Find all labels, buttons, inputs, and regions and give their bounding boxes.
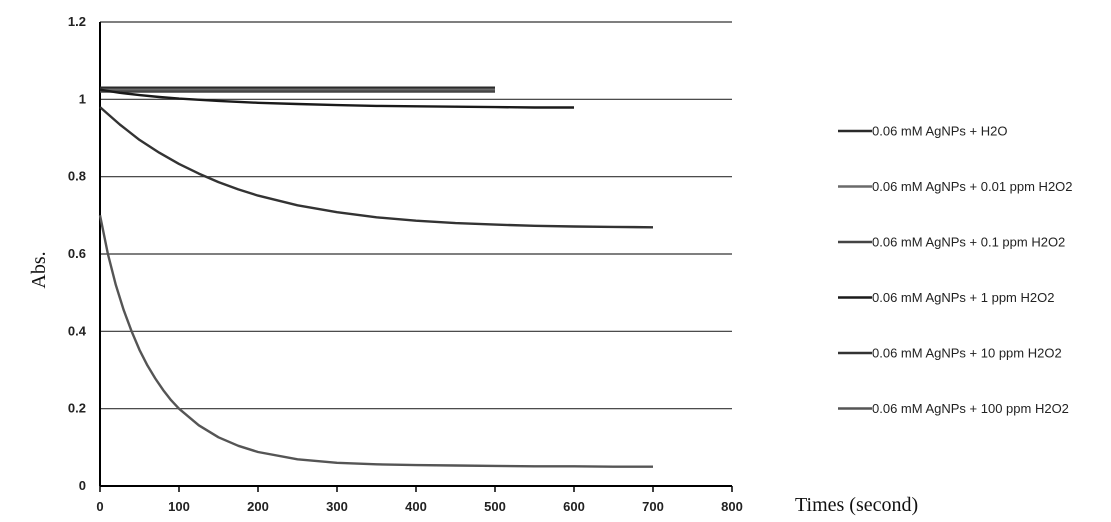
legend-label: 0.06 mM AgNPs + 10 ppm H2O2: [872, 346, 1062, 361]
y-tick-label: 0.6: [68, 246, 86, 261]
series-line-4: [99, 88, 574, 109]
x-tick-label: 100: [168, 499, 190, 514]
y-axis-title: Abs.: [28, 251, 50, 288]
x-tick-label: 300: [326, 499, 348, 514]
gridlines: [100, 21, 732, 410]
x-tick-label: 400: [405, 499, 427, 514]
y-tick-label: 0.4: [68, 323, 87, 338]
legend-label: 0.06 mM AgNPs + H2O: [872, 124, 1007, 139]
x-tick-label: 200: [247, 499, 269, 514]
x-tick-label: 0: [96, 499, 103, 514]
legend-label: 0.06 mM AgNPs + 1 ppm H2O2: [872, 290, 1054, 305]
legend-label: 0.06 mM AgNPs + 0.1 ppm H2O2: [872, 235, 1065, 250]
series-line-6: [98, 215, 653, 468]
legend: 0.06 mM AgNPs + H2O 0.06 mM AgNPs + 0.01 …: [838, 124, 1073, 416]
x-axis-title: Times (second): [795, 494, 918, 516]
x-tick-labels: 0 100 200 300 400 500 600 700 800: [96, 486, 743, 514]
y-tick-label: 0: [79, 478, 86, 493]
y-tick-label: 1.2: [68, 14, 86, 29]
y-tick-label: 1: [79, 91, 86, 106]
x-tick-label: 600: [563, 499, 585, 514]
x-tick-label: 800: [721, 499, 743, 514]
legend-label: 0.06 mM AgNPs + 0.01 ppm H2O2: [872, 179, 1073, 194]
series-lines: [98, 86, 654, 468]
y-tick-labels: 0 0.2 0.4 0.6 0.8 1 1.2: [68, 14, 87, 493]
y-tick-label: 0.8: [68, 169, 86, 184]
x-tick-label: 700: [642, 499, 664, 514]
x-tick-label: 500: [484, 499, 506, 514]
series-line-5: [99, 106, 654, 229]
legend-label: 0.06 mM AgNPs + 100 ppm H2O2: [872, 401, 1069, 416]
y-tick-label: 0.2: [68, 401, 86, 416]
